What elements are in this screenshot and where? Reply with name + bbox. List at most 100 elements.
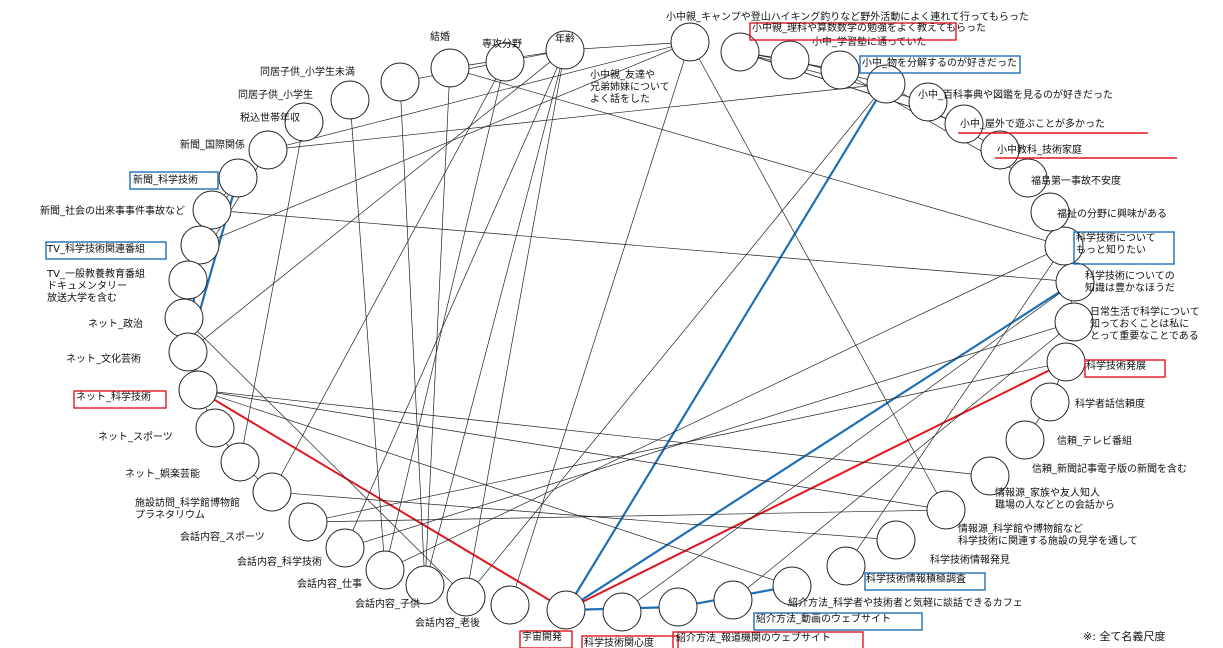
node-n10 (180, 225, 220, 265)
label-highlight-n24 (581, 635, 679, 648)
edge-n04-n21 (399, 87, 424, 580)
node-n40 (1008, 158, 1048, 198)
node-label-n45: 小中_学習塾に通っていた (812, 35, 927, 48)
edge-n48-n07 (274, 43, 685, 148)
edge-n07-n44 (273, 85, 881, 150)
node-n13 (168, 332, 208, 372)
edge-n01-n22 (467, 55, 565, 592)
label-highlight-n28 (864, 572, 986, 591)
node-label-n41: 小中教科_技術家庭 (997, 143, 1082, 156)
node-n29 (826, 546, 866, 586)
edge-n22-n44 (469, 88, 883, 593)
node-label-n24: 科学技術関心度 (584, 636, 654, 648)
label-highlight-n44 (859, 55, 1021, 74)
node-label-n20: 会話内容_仕事 (297, 577, 362, 590)
node-n12 (164, 298, 204, 338)
edge-n29-n38 (848, 251, 1061, 562)
label-highlight-n25 (672, 631, 864, 648)
node-n30 (876, 520, 916, 560)
node-label-n10: TV_科学技術関連番組 (46, 242, 145, 255)
edge-n20-n38 (389, 248, 1059, 568)
node-label-n46: 小中親_理科や算数数学の勉強をよく教えてもらった (752, 21, 986, 34)
node-label-n34: 科学者話信頼度 (1075, 397, 1145, 410)
node-n39 (1030, 192, 1070, 232)
edge-n23-n48 (511, 47, 689, 600)
node-label-n23: 宇宙開発 (522, 630, 562, 643)
node-n37 (1055, 262, 1095, 302)
node-n08 (218, 158, 258, 198)
node-n04 (380, 62, 420, 102)
node-n24 (546, 590, 586, 630)
node-n41 (980, 130, 1020, 170)
node-n28 (772, 566, 812, 606)
node-n11 (168, 260, 208, 300)
node-n18 (288, 502, 328, 542)
edge-n48-n01 (571, 42, 685, 49)
label-highlight-n38 (1073, 231, 1175, 265)
edge-n14-n28 (203, 391, 786, 584)
node-label-n40: 福島第一事故不安度 (1031, 174, 1121, 187)
edge-n03-n21 (425, 73, 451, 580)
node-n35 (1046, 342, 1086, 382)
node-label-n36: 日常生活で科学について知っておくことは私にとって重要なことである (1090, 305, 1200, 342)
edge-n24-n37 (570, 284, 1072, 608)
edge-n01-n19 (347, 55, 564, 543)
node-label-n25: 紹介方法_報道機関のウェブサイト (676, 631, 831, 644)
label-highlight-n46 (749, 22, 957, 41)
node-label-n28: 科学技術情報積極調査 (866, 572, 966, 585)
node-n27 (713, 580, 753, 620)
node-label-n05: 同居子供_小学生 (238, 88, 313, 101)
node-label-n16: ネット_娯楽芸能 (125, 467, 200, 480)
node-n23 (490, 585, 530, 625)
edge-n06-n16 (241, 127, 304, 457)
node-label-n11: TV_一般教養教育番組ドキュメンタリー放送大学を含む (46, 267, 145, 304)
edge-n24-n14 (201, 392, 562, 608)
node-label-n48: 小中親_友達や兄弟姉妹についてよく話をした (590, 68, 670, 105)
node-label-n27: 紹介方法_科学者や技術者と気軽に談話できるカフェ (788, 596, 1023, 609)
edge-n24-n35 (570, 363, 1062, 609)
node-label-n07: 新聞_国際関係 (180, 138, 245, 151)
node-label-n42: 小中_屋外で遊ぶことが多かった (960, 117, 1105, 130)
node-label-n19: 会話内容_科学技術 (237, 555, 322, 568)
node-label-n33: 信頼_テレビ番組 (1057, 434, 1132, 447)
node-n15 (195, 408, 235, 448)
label-highlight-n23 (519, 630, 573, 648)
node-n43 (908, 82, 948, 122)
node-label-n13: ネット_文化芸術 (66, 352, 141, 365)
node-label-n14: ネット_科学技術 (76, 390, 151, 403)
edge-n01-n04 (406, 50, 560, 81)
node-label-n44: 小中_物を分解するのが好きだった (862, 56, 1017, 69)
label-highlight-n35 (1084, 359, 1166, 378)
node-label-n15: ネット_スポーツ (98, 431, 173, 443)
node-label-n37: 科学技術についての知識は豊かなほうだ (1085, 269, 1175, 294)
node-label-n29: 科学技術情報発見 (930, 553, 1010, 566)
node-label-n08: 新聞_科学技術 (133, 173, 198, 186)
edge-n19-n36 (350, 324, 1068, 547)
node-n21 (405, 565, 445, 605)
node-label-n31: 情報源_家族や友人知人職場の人などとの会話から (995, 486, 1115, 511)
edge-n02-n17 (275, 66, 503, 487)
node-n31 (926, 490, 966, 530)
node-n14 (178, 370, 218, 410)
label-highlight-n26 (753, 612, 923, 631)
edge-n02-n20 (386, 67, 505, 565)
edge-n05-n20 (350, 105, 384, 565)
node-n48 (670, 22, 710, 62)
node-label-n03: 結婚 (430, 30, 450, 43)
node-n19 (325, 528, 365, 568)
node-label-n39: 福祉の分野に興味がある (1057, 207, 1167, 220)
node-n34 (1030, 382, 1070, 422)
node-n47 (720, 32, 760, 72)
edge-n31-n18 (314, 509, 941, 522)
label-highlight-n10 (45, 241, 167, 260)
edge-n30-n17 (278, 492, 891, 540)
node-label-n12: ネット_政治 (88, 317, 143, 330)
labels-layer: 年齢 専攻分野 結婚同居子供_小学生未満同居子供_小学生税込世帯年収新聞_国際関係新… (40, 10, 1200, 648)
label-highlight-n14 (73, 390, 167, 409)
footnote: ※: 全て名義尺度 (1083, 629, 1165, 643)
node-n26 (658, 587, 698, 627)
node-n07 (248, 130, 288, 170)
node-label-n17: 施設訪問_科学館博物館プラネタリウム (135, 496, 240, 521)
node-n25 (602, 592, 642, 632)
